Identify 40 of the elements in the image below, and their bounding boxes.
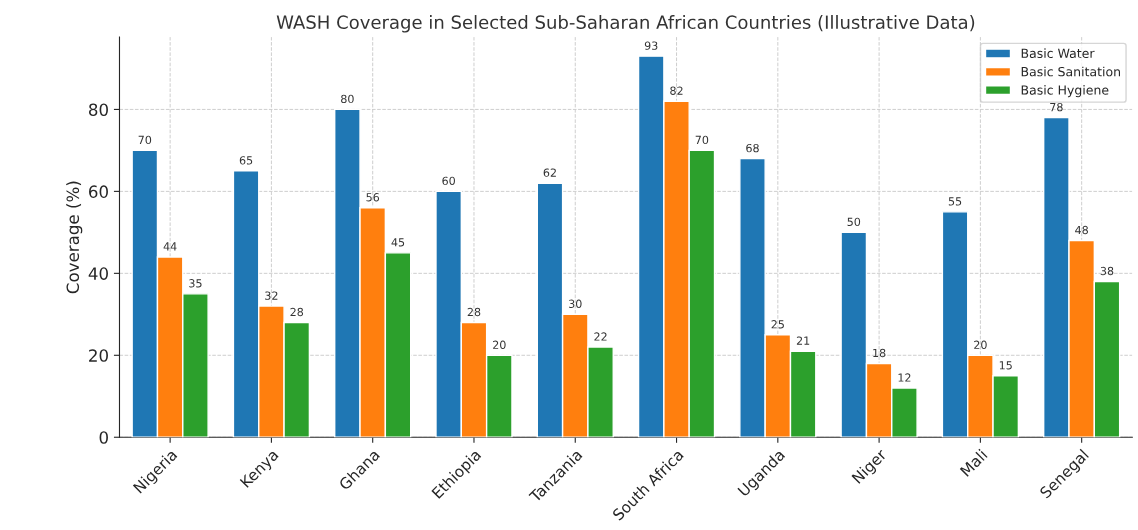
- y-tick-label: 60: [89, 185, 108, 198]
- data-label: 20: [493, 340, 506, 349]
- y-axis-title: Coverage (%): [66, 181, 83, 294]
- data-label: 65: [239, 156, 253, 165]
- data-label: 25: [771, 320, 784, 329]
- data-label: 45: [391, 238, 405, 247]
- data-label: 32: [265, 291, 278, 300]
- y-tick-label: 0: [99, 431, 108, 444]
- data-label: 18: [873, 348, 886, 358]
- data-label: 55: [948, 197, 962, 206]
- data-label: 12: [898, 373, 911, 382]
- data-label: 70: [695, 135, 709, 145]
- data-label: 60: [442, 176, 455, 186]
- data-label: 93: [644, 41, 658, 50]
- data-label: 28: [467, 307, 481, 317]
- data-label: 48: [1075, 225, 1088, 235]
- legend-label: Basic Water: [1021, 48, 1095, 59]
- data-label: 22: [594, 332, 607, 341]
- y-tick-label: 40: [88, 267, 108, 280]
- y-tick-label: 20: [89, 349, 108, 362]
- data-label: 28: [290, 307, 304, 317]
- data-label: 62: [543, 168, 556, 177]
- data-label: 70: [138, 135, 152, 145]
- y-tick-label: 80: [89, 103, 108, 116]
- data-label: 30: [569, 299, 582, 308]
- data-label: 82: [670, 86, 683, 95]
- data-label: 20: [974, 340, 987, 349]
- data-label: 15: [999, 361, 1012, 370]
- data-label: 44: [163, 242, 177, 251]
- data-label: 78: [1050, 102, 1063, 112]
- data-label: 38: [1100, 266, 1114, 276]
- data-label: 68: [746, 143, 759, 153]
- data-label: 50: [847, 217, 861, 227]
- data-label: 56: [366, 193, 380, 202]
- data-label: 21: [796, 336, 810, 345]
- legend-label: Basic Sanitation: [1021, 66, 1120, 77]
- chart-title: WASH Coverage in Selected Sub-Saharan African Countries (Illustrative Data): [276, 15, 975, 33]
- data-label: 80: [341, 94, 354, 104]
- data-label: 35: [189, 279, 202, 288]
- legend-label: Basic Hygiene: [1021, 85, 1109, 98]
